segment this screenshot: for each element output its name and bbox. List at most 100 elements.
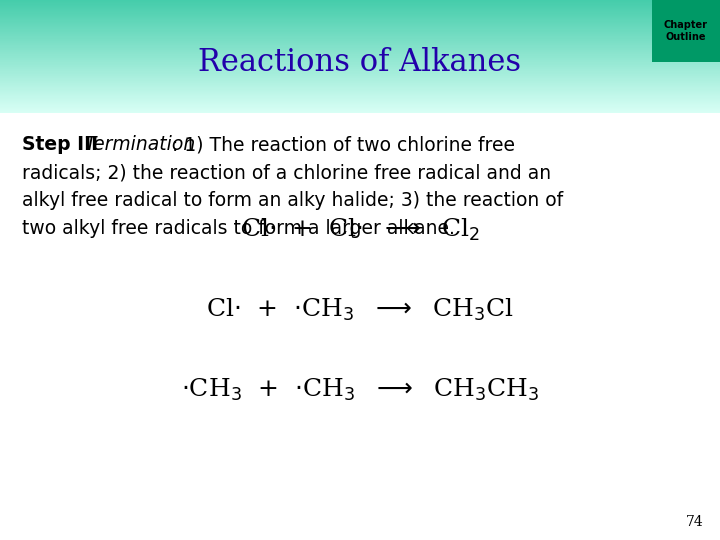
Bar: [0, 58, 720, 59]
Bar: [0, 72, 720, 73]
Bar: [0, 89, 720, 90]
Bar: [0, 14, 720, 15]
Bar: [0, 110, 720, 111]
Bar: [0, 32, 720, 33]
Bar: [0, 64, 720, 65]
Bar: [0, 50, 720, 51]
Bar: [0, 59, 720, 60]
Text: Cl$\cdot$  +  Cl$\cdot$  $\longrightarrow$  Cl$_2$: Cl$\cdot$ + Cl$\cdot$ $\longrightarrow$ …: [240, 217, 480, 243]
Bar: [0, 73, 720, 75]
Bar: [0, 84, 720, 85]
Text: Cl$\cdot$  +  $\cdot$CH$_3$  $\longrightarrow$  CH$_3$Cl: Cl$\cdot$ + $\cdot$CH$_3$ $\longrightarr…: [206, 297, 514, 323]
Bar: [0, 91, 720, 92]
Bar: [0, 18, 720, 19]
Bar: [0, 21, 720, 22]
Bar: [0, 100, 720, 101]
Bar: [0, 60, 720, 61]
Bar: [0, 27, 720, 28]
Text: Step III: Step III: [22, 136, 104, 154]
Bar: [0, 94, 720, 95]
Bar: [0, 7, 720, 8]
Bar: [0, 45, 720, 46]
Text: 74: 74: [686, 515, 704, 529]
Bar: [0, 78, 720, 79]
Bar: [0, 43, 720, 44]
Bar: [0, 24, 720, 25]
Bar: [0, 76, 720, 77]
Text: radicals; 2) the reaction of a chlorine free radical and an: radicals; 2) the reaction of a chlorine …: [22, 164, 551, 183]
Bar: [0, 36, 720, 37]
Bar: [0, 40, 720, 41]
Bar: [0, 61, 720, 62]
Bar: [0, 53, 720, 55]
Bar: [0, 66, 720, 67]
Bar: [0, 30, 720, 31]
Bar: [0, 90, 720, 91]
Bar: [0, 52, 720, 53]
Bar: [0, 1, 720, 2]
Bar: [0, 99, 720, 100]
Bar: [0, 103, 720, 104]
Bar: [0, 16, 720, 17]
Bar: [0, 31, 720, 32]
Bar: [0, 57, 720, 58]
Bar: [0, 79, 720, 80]
Bar: [0, 11, 720, 12]
Bar: [0, 104, 720, 105]
Text: Reactions of Alkanes: Reactions of Alkanes: [199, 47, 521, 78]
Text: Chapter
Outline: Chapter Outline: [664, 21, 708, 42]
Bar: [0, 101, 720, 102]
Bar: [0, 12, 720, 14]
Bar: [0, 38, 720, 40]
Bar: [0, 5, 720, 7]
Bar: [0, 85, 720, 86]
Bar: [0, 69, 720, 70]
Bar: [0, 56, 720, 57]
Bar: [0, 68, 720, 69]
Bar: [0, 44, 720, 45]
Bar: [0, 2, 720, 3]
Bar: [0, 28, 720, 30]
Bar: [0, 75, 720, 76]
Text: $\cdot$CH$_3$  +  $\cdot$CH$_3$  $\longrightarrow$  CH$_3$CH$_3$: $\cdot$CH$_3$ + $\cdot$CH$_3$ $\longrigh…: [181, 377, 539, 403]
Bar: [0, 37, 720, 38]
Bar: [0, 19, 720, 21]
Bar: [0, 22, 720, 23]
Bar: [0, 48, 720, 49]
Bar: [0, 83, 720, 84]
Bar: [0, 4, 720, 5]
Bar: [0, 33, 720, 34]
Bar: [0, 10, 720, 11]
Bar: [652, 0, 720, 62]
Bar: [0, 15, 720, 16]
Bar: [0, 96, 720, 98]
Bar: [0, 80, 720, 82]
Bar: [0, 65, 720, 66]
Bar: [0, 35, 720, 36]
Bar: [0, 92, 720, 93]
Bar: [0, 51, 720, 52]
Text: two alkyl free radicals to form a larger alkane.: two alkyl free radicals to form a larger…: [22, 219, 455, 238]
Bar: [0, 26, 720, 27]
Bar: [0, 8, 720, 9]
Bar: [0, 102, 720, 103]
Text: : 1) The reaction of two chlorine free: : 1) The reaction of two chlorine free: [172, 136, 515, 154]
Bar: [0, 62, 720, 64]
Bar: [0, 95, 720, 96]
Bar: [0, 0, 720, 1]
Bar: [0, 41, 720, 42]
Bar: [0, 109, 720, 110]
Bar: [0, 55, 720, 56]
Bar: [0, 105, 720, 106]
Bar: [0, 82, 720, 83]
Bar: [0, 67, 720, 68]
Bar: [0, 42, 720, 43]
Bar: [0, 17, 720, 18]
Bar: [0, 111, 720, 112]
Bar: [0, 93, 720, 94]
Bar: [0, 49, 720, 50]
Bar: [0, 87, 720, 89]
Bar: [0, 9, 720, 10]
Bar: [0, 70, 720, 71]
Bar: [0, 106, 720, 107]
